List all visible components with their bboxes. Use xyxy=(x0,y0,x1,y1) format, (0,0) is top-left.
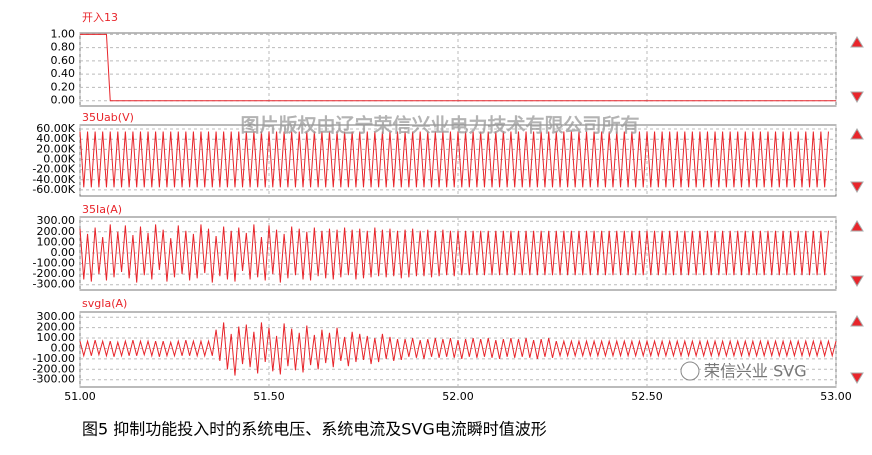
series-line xyxy=(79,131,829,188)
y-tick-label: 0.00 xyxy=(51,94,76,107)
y-tick-label: -200.00 xyxy=(33,362,75,375)
scroll-up-button[interactable] xyxy=(850,315,864,327)
y-tick-label: -100.00 xyxy=(33,257,75,270)
scroll-down-button[interactable] xyxy=(850,372,864,384)
y-tick-label: 1.00 xyxy=(51,27,76,40)
y-tick-label: -60.00K xyxy=(32,183,75,196)
y-tick-label: 100.00 xyxy=(37,235,76,248)
y-tick-label: 0.00 xyxy=(51,341,76,354)
scroll-up-button[interactable] xyxy=(850,220,864,232)
y-tick-label: 40.00K xyxy=(36,132,75,145)
y-tick-label: 100.00 xyxy=(37,331,76,344)
x-tick-label: 51.50 xyxy=(253,390,285,403)
scroll-down-button[interactable] xyxy=(850,181,864,193)
y-tick-label: 200.00 xyxy=(37,321,76,334)
x-tick-label: 52.00 xyxy=(442,390,474,403)
y-tick-label: 0.80 xyxy=(51,41,76,54)
y-tick-label: 0.60 xyxy=(51,54,76,67)
x-tick-label: 51.00 xyxy=(64,390,96,403)
scroll-down-button[interactable] xyxy=(850,91,864,103)
logo-icon xyxy=(680,361,700,381)
scroll-down-button[interactable] xyxy=(850,275,864,287)
y-tick-label: -300.00 xyxy=(33,278,75,291)
caption: 图5 抑制功能投入时的系统电压、系统电流及SVG电流瞬时值波形 xyxy=(82,420,547,439)
series-line xyxy=(79,322,837,376)
y-tick-label: -200.00 xyxy=(33,267,75,280)
y-tick-label: 0.20 xyxy=(51,80,76,93)
series-line xyxy=(79,224,829,283)
y-tick-label: 60.00K xyxy=(36,122,75,135)
y-tick-label: 0.00K xyxy=(43,152,75,165)
x-tick-label: 53.00 xyxy=(820,390,852,403)
y-tick-label: 300.00 xyxy=(37,310,76,323)
series-line xyxy=(80,33,836,102)
y-tick-label: -300.00 xyxy=(33,373,75,386)
logo: 荣信兴业 SVG xyxy=(680,361,807,381)
scroll-up-button[interactable] xyxy=(850,128,864,140)
y-tick-label: 0.40 xyxy=(51,67,76,80)
watermark: 图片版权由辽宁荣信兴业电力技术有限公司所有 xyxy=(240,114,639,137)
scroll-up-button[interactable] xyxy=(850,36,864,48)
panel-title: 35Uab(V) xyxy=(82,111,134,124)
y-tick-label: 0.00 xyxy=(51,246,76,259)
y-tick-label: 20.00K xyxy=(36,142,75,155)
panel-title: svgIa(A) xyxy=(82,297,127,310)
y-tick-label: -20.00K xyxy=(32,163,75,176)
logo-text: 荣信兴业 SVG xyxy=(704,362,807,381)
panel-title: 35Ia(A) xyxy=(82,203,122,216)
y-tick-label: -100.00 xyxy=(33,352,75,365)
y-tick-label: 200.00 xyxy=(37,225,76,238)
x-tick-label: 52.50 xyxy=(631,390,663,403)
panel-title: 开入13 xyxy=(82,11,118,24)
y-tick-label: 300.00 xyxy=(37,214,76,227)
y-tick-label: -40.00K xyxy=(32,173,75,186)
